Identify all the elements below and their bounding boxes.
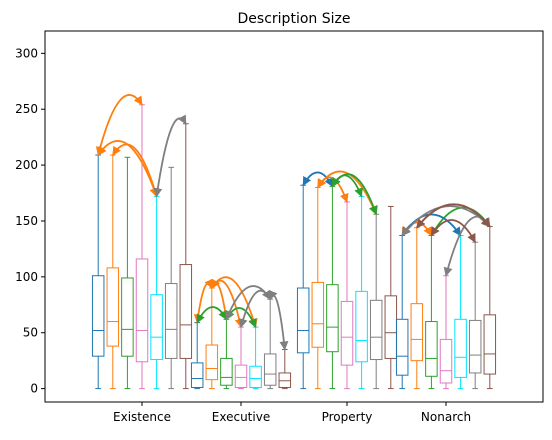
box-iqr <box>483 314 497 375</box>
y-tick-label: 300 <box>15 46 38 60</box>
box-plot <box>369 213 383 390</box>
annotation-arrow <box>269 289 289 351</box>
box-plot <box>425 234 438 390</box>
box-iqr <box>340 300 354 366</box>
box-plot <box>234 326 248 390</box>
box-plot <box>395 234 409 390</box>
box-plot <box>340 201 354 390</box>
box-plot <box>179 123 193 390</box>
box-iqr <box>190 362 204 388</box>
box-plot <box>326 185 339 390</box>
box-iqr <box>425 321 438 377</box>
box-iqr <box>395 318 409 376</box>
annotation-arrow <box>302 171 334 188</box>
box-iqr <box>439 338 453 384</box>
annotation-arrow <box>193 278 213 324</box>
x-tick-label: Executive <box>212 410 270 424</box>
annotation-arrow <box>238 289 271 328</box>
box-plot <box>278 348 292 390</box>
box-plot <box>468 241 482 390</box>
annotation-arrow <box>153 114 187 198</box>
box-iqr <box>454 318 467 378</box>
box-plot <box>263 298 277 390</box>
box-plot <box>296 184 310 390</box>
annotation-arrow <box>331 173 378 216</box>
box-series <box>91 104 497 390</box>
box-iqr <box>234 364 248 388</box>
box-iqr <box>326 284 339 353</box>
box-iqr <box>468 319 482 374</box>
box-iqr <box>150 294 163 361</box>
box-plot <box>205 287 219 390</box>
x-tick-label: Nonarch <box>421 410 471 424</box>
y-tick-label: 100 <box>15 270 38 284</box>
annotation-arrow <box>112 143 159 198</box>
box-iqr <box>369 299 383 361</box>
box-plot <box>150 195 163 390</box>
box-plot <box>121 156 134 390</box>
box-iqr <box>355 290 368 363</box>
box-plot <box>439 275 453 390</box>
box-plot <box>190 322 204 390</box>
y-tick-label: 200 <box>15 158 38 172</box>
box-iqr <box>410 303 424 362</box>
plot-frame <box>44 30 544 403</box>
annotation-arrow <box>196 306 228 324</box>
box-plot <box>454 234 467 390</box>
box-iqr <box>135 258 149 363</box>
y-tick-label: 0 <box>30 382 38 396</box>
box-plot <box>410 227 424 390</box>
box-iqr <box>91 275 105 357</box>
annotation-arrows <box>95 94 491 351</box>
box-plot <box>106 154 120 390</box>
annotation-arrow <box>430 219 476 243</box>
y-tick-label: 150 <box>15 214 38 228</box>
box-plot <box>355 195 368 390</box>
annotation-arrow <box>95 94 143 156</box>
box-iqr <box>179 264 193 359</box>
box-iqr <box>278 372 292 388</box>
box-iqr <box>249 365 262 388</box>
box-plot <box>135 104 149 390</box>
box-iqr <box>296 287 310 354</box>
box-plot <box>249 326 262 390</box>
box-iqr <box>205 344 219 381</box>
y-tick-label: 50 <box>23 326 38 340</box>
box-iqr <box>384 295 398 359</box>
box-plot <box>384 205 398 390</box>
box-iqr <box>106 267 120 347</box>
box-iqr <box>311 281 325 348</box>
x-tick-label: Property <box>322 410 373 424</box>
annotation-arrow <box>210 278 230 321</box>
box-iqr <box>121 277 134 357</box>
box-plot <box>311 186 325 390</box>
box-iqr <box>164 283 178 359</box>
box-iqr <box>263 353 277 386</box>
axes: 0 50 100 150 200 250 300 Existence Executive Prop… <box>15 30 544 424</box>
x-tick-label: Existence <box>113 410 171 424</box>
box-plot <box>483 226 497 390</box>
chart-title: Description Size <box>238 11 351 27</box>
box-plot <box>220 318 233 390</box>
box-plot <box>164 166 178 390</box>
y-tick-label: 250 <box>15 102 38 116</box>
box-iqr <box>220 357 233 386</box>
annotation-arrow <box>416 203 491 229</box>
box-plot <box>91 154 105 390</box>
